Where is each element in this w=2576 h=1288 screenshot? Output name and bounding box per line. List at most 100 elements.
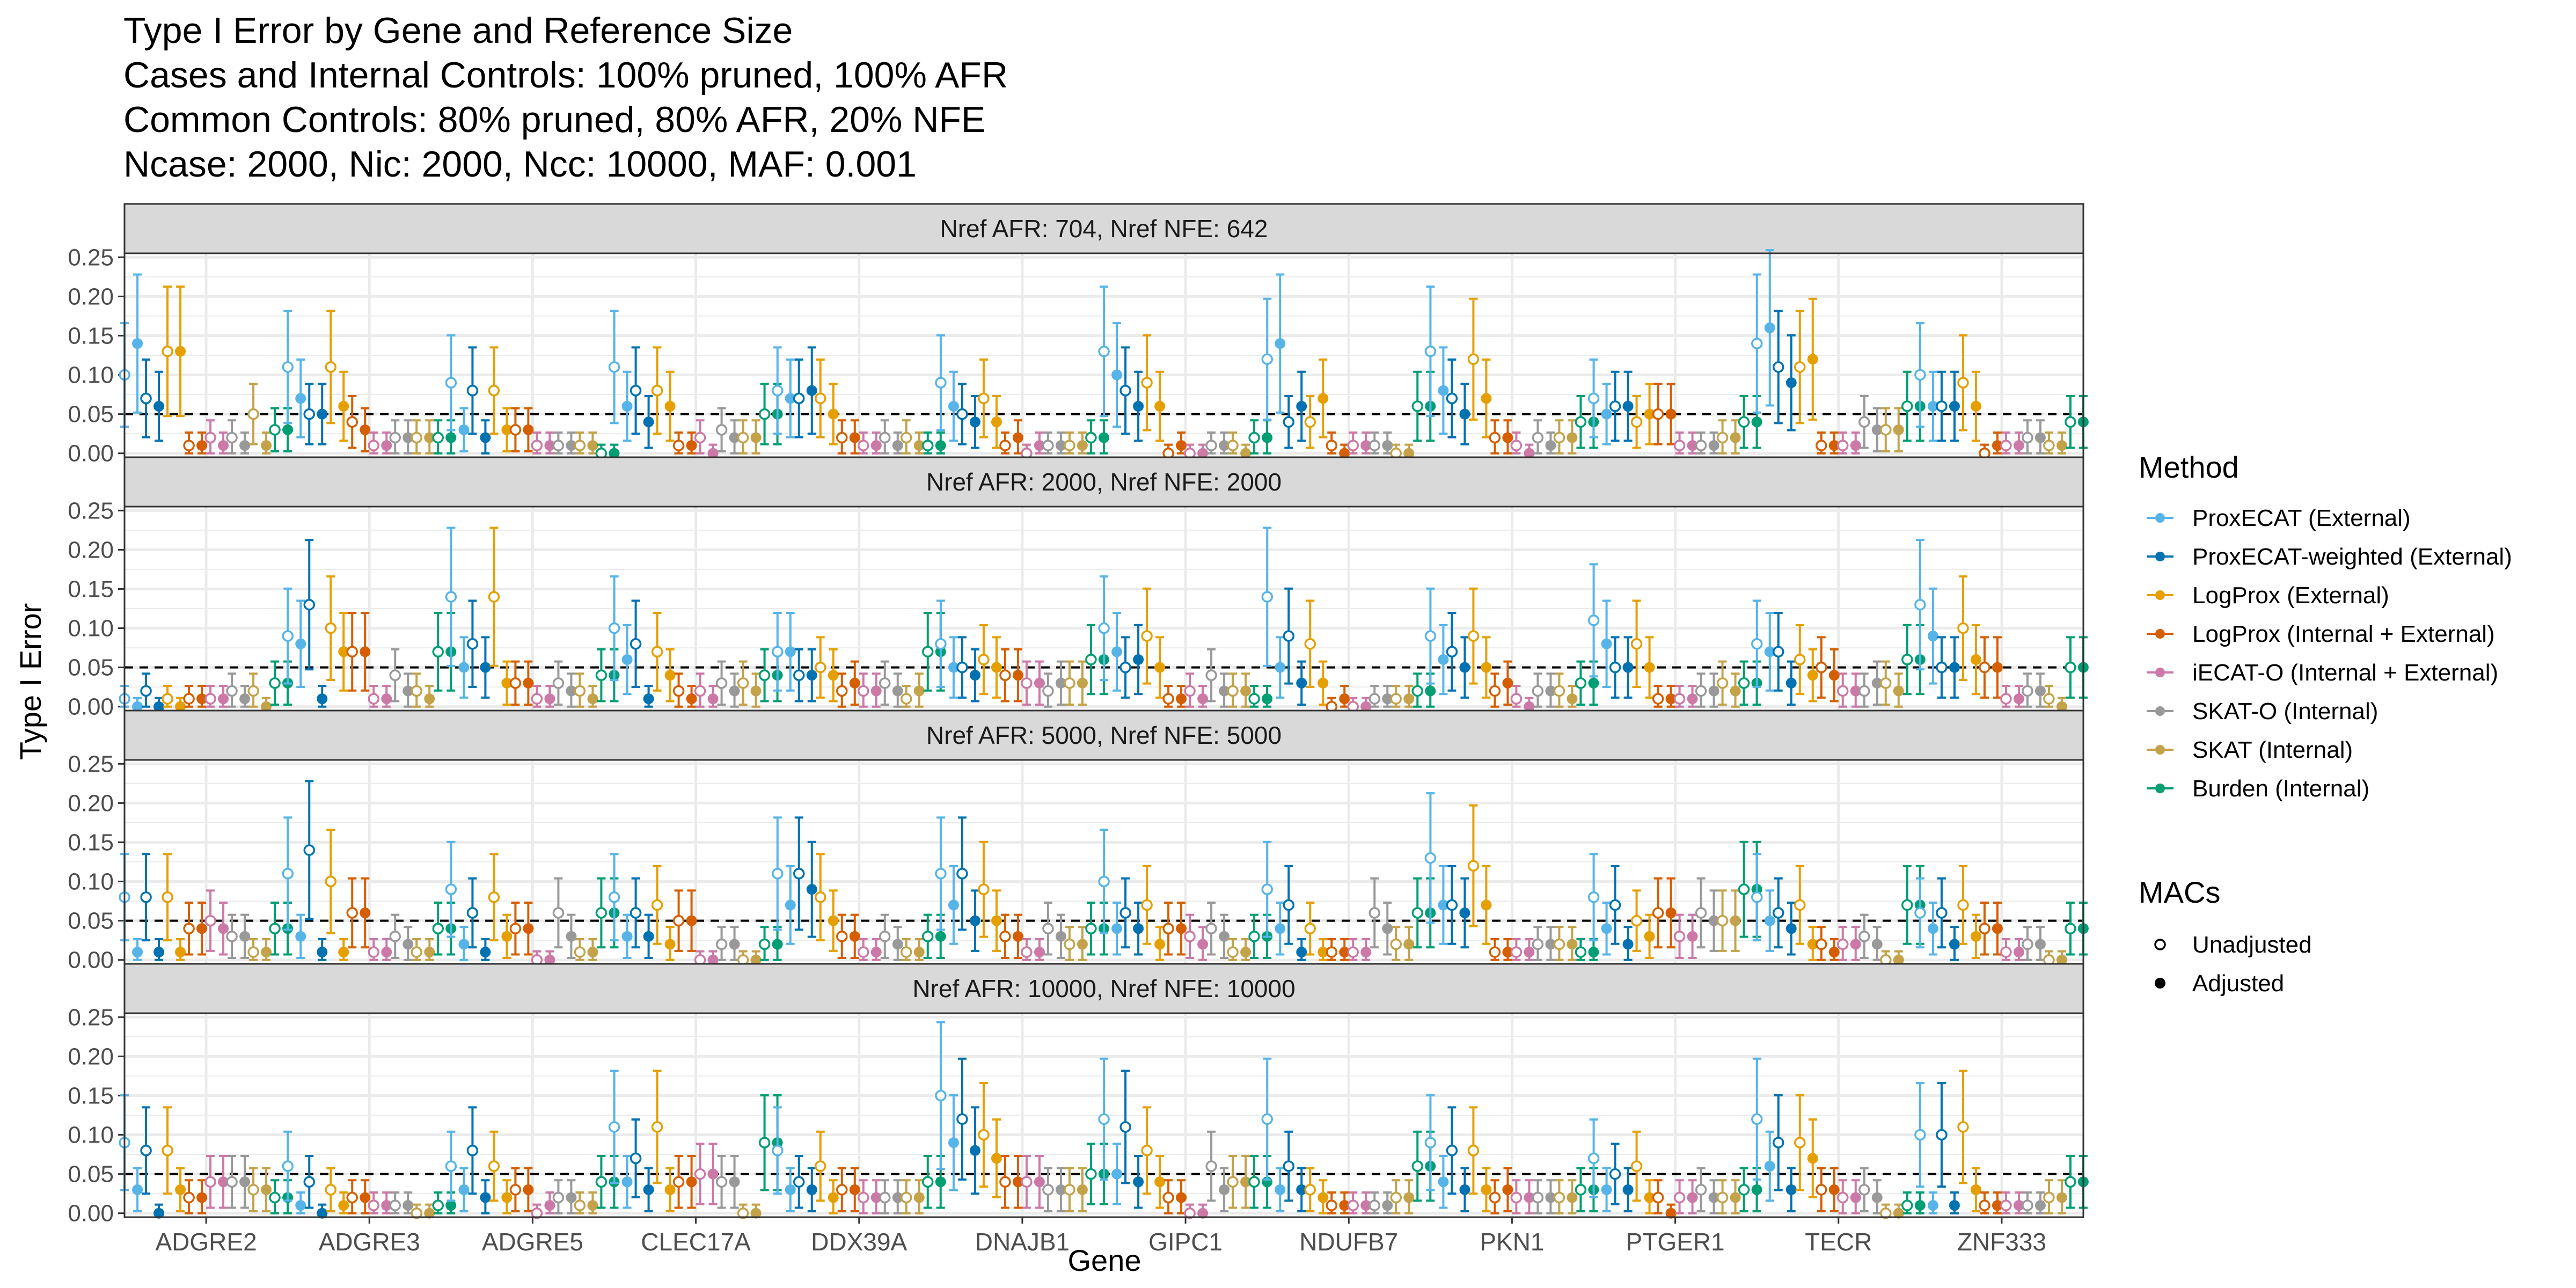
point-unadjusted [445, 377, 457, 389]
point-unadjusted [1751, 1113, 1763, 1125]
point-adjusted [1992, 662, 2003, 673]
point-unadjusted [901, 431, 912, 444]
point-adjusted [1034, 947, 1045, 958]
point-unadjusted [1587, 614, 1600, 626]
point-adjusted [445, 432, 457, 443]
point-unadjusted [1652, 907, 1664, 919]
legend-key-point [2155, 513, 2165, 523]
point-adjusted [1275, 662, 1286, 673]
point-adjusted [402, 1200, 414, 1211]
point-unadjusted [1901, 400, 1913, 412]
y-tick-label: 0.05 [68, 908, 114, 934]
point-unadjusted [183, 440, 195, 451]
point-adjusted [1644, 408, 1655, 420]
point-unadjusted [737, 677, 749, 689]
point-adjusted [1403, 1192, 1415, 1203]
point-adjusted [1785, 377, 1797, 389]
point-adjusted [1262, 693, 1273, 705]
point-unadjusted [608, 361, 620, 373]
point-unadjusted [1042, 1184, 1054, 1196]
point-adjusted [1927, 631, 1938, 642]
point-unadjusted [1347, 946, 1359, 958]
legend-label: ProxECAT-weighted (External) [2192, 544, 2512, 570]
point-unadjusted [1957, 622, 1969, 634]
point-unadjusted [1914, 369, 1926, 381]
point-unadjusted [1098, 875, 1110, 888]
point-unadjusted [1773, 361, 1784, 373]
point-unadjusted [793, 392, 805, 405]
legend-label: LogProx (Internal + External) [2192, 621, 2495, 647]
point-adjusted [1219, 440, 1230, 451]
point-unadjusted [1042, 440, 1054, 451]
point-adjusted [1296, 1184, 1307, 1195]
point-unadjusted [1248, 693, 1260, 705]
point-adjusted [566, 931, 577, 942]
point-adjusted [2035, 432, 2046, 443]
point-unadjusted [269, 923, 281, 934]
point-unadjusted [1794, 654, 1806, 665]
point-unadjusted [1098, 345, 1110, 357]
point-adjusted [1970, 931, 1981, 942]
point-adjusted [1622, 662, 1634, 673]
point-unadjusted [1119, 385, 1131, 397]
point-adjusted [1240, 1176, 1252, 1188]
point-adjusted [261, 701, 272, 712]
point-unadjusted [466, 385, 479, 397]
point-adjusted [1360, 440, 1372, 451]
point-adjusted [1524, 448, 1535, 459]
point-unadjusted [2000, 693, 2012, 705]
point-unadjusted [1424, 852, 1437, 864]
point-adjusted [1992, 923, 2003, 934]
facet-strip-label: Nref AFR: 2000, Nref NFE: 2000 [926, 468, 1282, 496]
point-unadjusted [1248, 1176, 1260, 1188]
point-unadjusted [1141, 1145, 1153, 1157]
point-adjusted [991, 1153, 1002, 1164]
point-adjusted [1567, 1192, 1578, 1203]
point-adjusted [913, 440, 925, 451]
x-tick-label: DDX39A [811, 1228, 907, 1256]
point-unadjusted [715, 424, 728, 436]
point-adjusted [1459, 1184, 1470, 1195]
point-unadjusted [1858, 685, 1870, 697]
point-unadjusted [694, 685, 706, 697]
legend-key-point [2155, 629, 2165, 639]
point-adjusted [664, 401, 676, 412]
point-adjusted [132, 1184, 143, 1195]
point-unadjusted [368, 946, 379, 958]
point-adjusted [2035, 939, 2046, 950]
point-adjusted [1481, 899, 1492, 911]
point-adjusted [1644, 662, 1655, 673]
point-adjusted [913, 947, 925, 958]
point-adjusted [1992, 1200, 2003, 1211]
point-unadjusted [204, 431, 216, 444]
point-unadjusted [978, 883, 990, 895]
point-unadjusted [204, 693, 216, 705]
point-unadjusted [1609, 661, 1621, 674]
point-unadjusted [630, 907, 642, 919]
point-adjusted [1927, 923, 1938, 934]
point-adjusted [1850, 939, 1861, 950]
point-adjusted [132, 338, 143, 349]
point-adjusted [1567, 693, 1578, 705]
point-unadjusted [1227, 440, 1239, 451]
point-unadjusted [1794, 361, 1806, 373]
point-adjusted [175, 1184, 186, 1195]
point-adjusted [935, 1176, 946, 1188]
point-unadjusted [1304, 923, 1316, 934]
point-adjusted [480, 432, 491, 443]
facet-strip [123, 709, 2084, 761]
point-unadjusted [2022, 938, 2033, 950]
point-unadjusted [466, 1145, 479, 1157]
point-adjusted [1914, 1200, 1926, 1211]
point-unadjusted [694, 1168, 706, 1180]
point-adjusted [828, 915, 839, 926]
point-adjusted [360, 908, 371, 918]
point-adjusted [1055, 677, 1066, 689]
point-unadjusted [956, 661, 968, 674]
point-adjusted [239, 693, 251, 705]
point-adjusted [1708, 1192, 1719, 1203]
point-adjusted [1828, 1184, 1840, 1195]
point-unadjusted [1390, 938, 1402, 950]
point-unadjusted [1368, 440, 1380, 451]
point-adjusted [218, 923, 229, 934]
